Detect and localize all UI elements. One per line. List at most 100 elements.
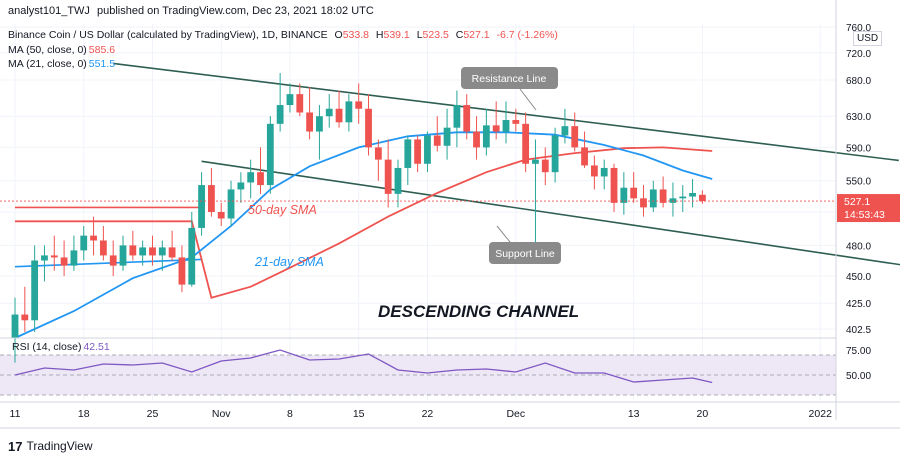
currency-label[interactable]: USD [853, 31, 883, 46]
candle [699, 190, 706, 204]
candle-body [257, 172, 264, 186]
candle [80, 226, 88, 261]
candle-body [80, 235, 88, 251]
ma50-label: MA (50, close, 0) [8, 44, 87, 56]
candle-body [335, 108, 343, 123]
candle-body [90, 235, 97, 241]
channel-lines [14, 62, 900, 268]
x-tick-label: 15 [353, 408, 365, 420]
candle-body [630, 187, 638, 199]
candle-body [286, 94, 294, 106]
price-tag-countdown: 14:53:43 [844, 209, 885, 221]
candle [561, 108, 569, 144]
candle [453, 90, 461, 148]
axes: 760.0720.0680.0630.0590.0550.0515.0480.0… [0, 0, 900, 429]
candle-body [365, 108, 372, 148]
candle-body [424, 135, 431, 164]
candle [247, 159, 255, 199]
candle-body [659, 189, 667, 203]
support-callout-box [489, 242, 561, 264]
rsi-legend[interactable]: RSI (14, close) 42.51 [12, 341, 110, 353]
candle-body [453, 105, 461, 128]
candle [119, 235, 127, 271]
candle-body [355, 101, 363, 109]
candle [168, 230, 176, 261]
ma50-legend[interactable]: MA (50, close, 0) 585.6 [8, 44, 115, 56]
candle-body [463, 105, 471, 132]
candle [512, 108, 520, 132]
candle [424, 131, 431, 173]
ma21-legend[interactable]: MA (21, close, 0) 551.5 [8, 58, 115, 70]
candle-body [394, 167, 402, 194]
candle [571, 112, 579, 152]
tradingview-logo-icon: 17 [8, 438, 23, 454]
candle [404, 135, 412, 186]
candle [227, 180, 235, 227]
candle [581, 131, 588, 168]
candle [433, 116, 441, 152]
candle-body [129, 245, 137, 256]
candle [188, 211, 196, 287]
candle-body [699, 194, 706, 202]
brand-name: TradingView [26, 439, 93, 453]
candle [414, 135, 422, 173]
support-callout-pointer [496, 225, 511, 243]
candle-body [50, 255, 58, 258]
candle [99, 226, 107, 261]
support-line [201, 160, 900, 266]
candle-body [158, 247, 166, 256]
rsi-band [0, 354, 836, 396]
candles [11, 73, 706, 363]
candle-body [149, 247, 156, 256]
candle [316, 105, 323, 160]
rsi-label: RSI (14, close) [12, 341, 82, 353]
ohlc-close: C527.1 [455, 29, 490, 41]
candle [296, 83, 304, 117]
candle-body [561, 126, 569, 136]
sma50-annotation: 50-day SMA [248, 203, 317, 217]
candle-body [649, 189, 657, 208]
candle-body [600, 167, 608, 177]
channel-annotation: DESCENDING CHANNEL [378, 302, 579, 321]
candle [640, 185, 647, 217]
candle-body [306, 112, 313, 132]
candle [60, 240, 68, 277]
y-tick-label: 630.0 [846, 112, 871, 123]
candle-body [60, 257, 68, 266]
candle-body [443, 127, 451, 146]
candle-body [188, 227, 196, 285]
candle [139, 240, 147, 266]
price-tag-value: 527.1 [844, 196, 870, 208]
candle [590, 155, 598, 190]
candle [109, 240, 117, 277]
candle [335, 90, 343, 128]
candle-body [11, 314, 19, 338]
candle [257, 147, 264, 194]
resistance-callout-text: Resistance Line [472, 73, 547, 85]
candle [70, 235, 78, 271]
candle [149, 235, 156, 266]
x-tick-label: 18 [78, 408, 90, 420]
support-callout-text: Support Line [495, 248, 555, 260]
candle [394, 159, 402, 208]
candle-body [404, 139, 412, 168]
candle-body [139, 247, 147, 256]
candle-body [522, 123, 530, 164]
candle [630, 172, 638, 203]
y-tick-label: 590.0 [846, 143, 871, 154]
candle-body [237, 182, 245, 190]
candle-body [492, 125, 500, 132]
y-tick-label: 425.0 [846, 299, 871, 310]
y-tick-label: 480.0 [846, 241, 871, 252]
candle [659, 176, 667, 208]
author-name[interactable]: analyst101_TWJ [8, 5, 90, 17]
candle-body [482, 125, 490, 148]
annotations: 50-day SMA 21-day SMA DESCENDING CHANNEL Re… [248, 67, 579, 321]
candle [551, 127, 559, 183]
x-tick-label: 8 [287, 408, 293, 420]
price-tag [837, 194, 900, 223]
ma50-value: 585.6 [88, 44, 116, 56]
rsi-line-group [14, 349, 713, 384]
x-tick-label: Dec [506, 408, 525, 420]
